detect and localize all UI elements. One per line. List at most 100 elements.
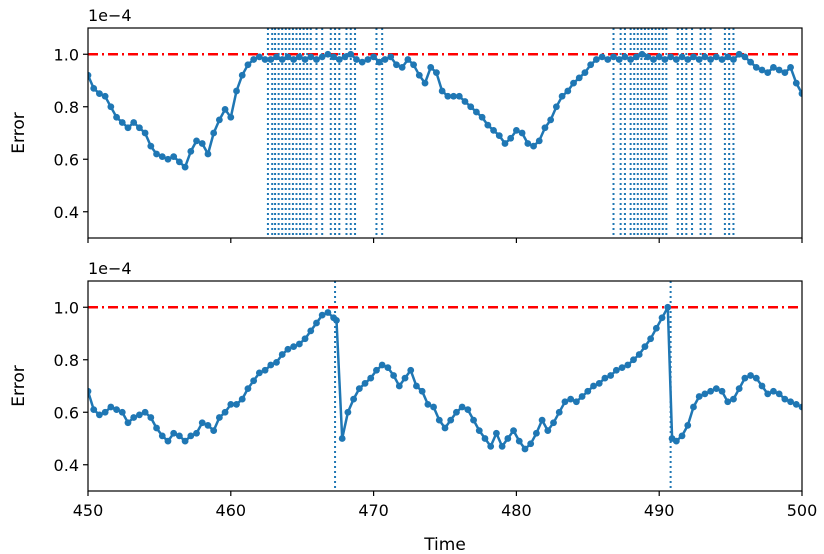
data-point <box>458 403 466 411</box>
data-point <box>672 56 680 63</box>
data-point <box>324 50 332 58</box>
data-point <box>447 416 455 424</box>
data-point <box>595 379 603 387</box>
data-point <box>96 411 103 419</box>
data-point <box>318 311 326 319</box>
data-point <box>724 398 732 406</box>
data-point <box>313 319 320 327</box>
plot-area <box>88 281 802 491</box>
y-tick-label: 0.8 <box>54 98 79 117</box>
error-series-markers <box>88 50 802 171</box>
data-point <box>655 53 663 61</box>
data-point <box>438 87 446 95</box>
data-point <box>487 442 495 450</box>
data-point <box>324 309 332 316</box>
data-point <box>575 74 583 82</box>
data-point <box>164 155 172 163</box>
data-point <box>90 406 98 414</box>
data-point <box>215 414 223 421</box>
data-point <box>712 53 720 61</box>
data-point <box>570 79 577 87</box>
data-point <box>513 126 520 134</box>
data-point <box>278 56 286 63</box>
data-point <box>770 387 777 395</box>
data-point <box>221 408 229 416</box>
data-point <box>650 56 657 63</box>
data-point <box>107 103 115 111</box>
data-point <box>712 385 720 393</box>
data-point <box>384 364 392 372</box>
data-point <box>147 142 155 150</box>
plot-area <box>88 28 802 238</box>
data-point <box>541 124 549 132</box>
data-point <box>641 343 649 351</box>
data-point <box>730 56 737 63</box>
data-point <box>244 61 252 69</box>
data-point <box>718 56 726 63</box>
data-point <box>404 56 412 63</box>
data-point <box>158 153 166 161</box>
data-point <box>430 403 437 411</box>
data-point <box>550 419 557 427</box>
data-point <box>798 90 802 98</box>
data-point <box>413 382 420 390</box>
data-point <box>530 142 537 150</box>
data-point <box>792 79 800 87</box>
data-point <box>153 150 160 158</box>
data-point <box>547 116 555 124</box>
data-point <box>198 140 206 147</box>
data-point <box>495 132 503 140</box>
data-point <box>233 87 240 95</box>
data-point <box>136 411 143 419</box>
x-axis-label: Time <box>423 535 466 554</box>
y-axis-label: Error <box>9 112 29 153</box>
data-point <box>461 98 469 105</box>
x-tick-label: 480 <box>501 501 532 520</box>
data-point <box>284 345 292 353</box>
data-point <box>678 432 686 440</box>
data-point <box>672 437 680 445</box>
data-point <box>358 58 366 66</box>
data-point <box>273 53 280 61</box>
data-point <box>441 424 449 432</box>
data-point <box>381 56 389 63</box>
data-point <box>630 356 637 364</box>
data-point <box>335 56 343 63</box>
data-point <box>364 56 372 63</box>
data-point <box>532 429 540 437</box>
data-point <box>735 385 743 393</box>
data-point <box>475 427 483 435</box>
event-lines <box>334 281 672 491</box>
data-point <box>567 395 575 403</box>
data-point <box>624 361 632 369</box>
y-tick-label: 0.6 <box>54 403 79 422</box>
data-point <box>124 124 132 132</box>
data-point <box>781 395 789 403</box>
data-point <box>255 369 263 377</box>
data-point <box>390 372 397 379</box>
error-series-markers <box>88 303 802 453</box>
data-point <box>638 50 646 58</box>
data-point <box>473 108 480 116</box>
bottom-panel: 0.4 0.6 0.8 1.0 450 460 470 480 490 500 Error Time 1… <box>9 259 817 554</box>
data-point <box>107 403 115 411</box>
data-point <box>504 435 512 442</box>
data-point <box>664 303 672 311</box>
data-point <box>444 92 452 100</box>
data-point <box>147 414 155 421</box>
data-point <box>555 408 563 416</box>
data-point <box>695 393 703 400</box>
data-point <box>187 147 195 155</box>
data-point <box>435 416 443 424</box>
data-point <box>210 427 218 435</box>
data-point <box>610 53 617 61</box>
y-tick-label: 0.4 <box>54 203 79 222</box>
data-point <box>527 440 535 448</box>
y-axis-label: Error <box>9 365 29 406</box>
data-point <box>250 377 258 385</box>
data-point <box>464 406 472 414</box>
data-point <box>521 445 529 453</box>
data-point <box>735 50 743 58</box>
data-point <box>338 435 346 442</box>
data-point <box>764 69 772 77</box>
